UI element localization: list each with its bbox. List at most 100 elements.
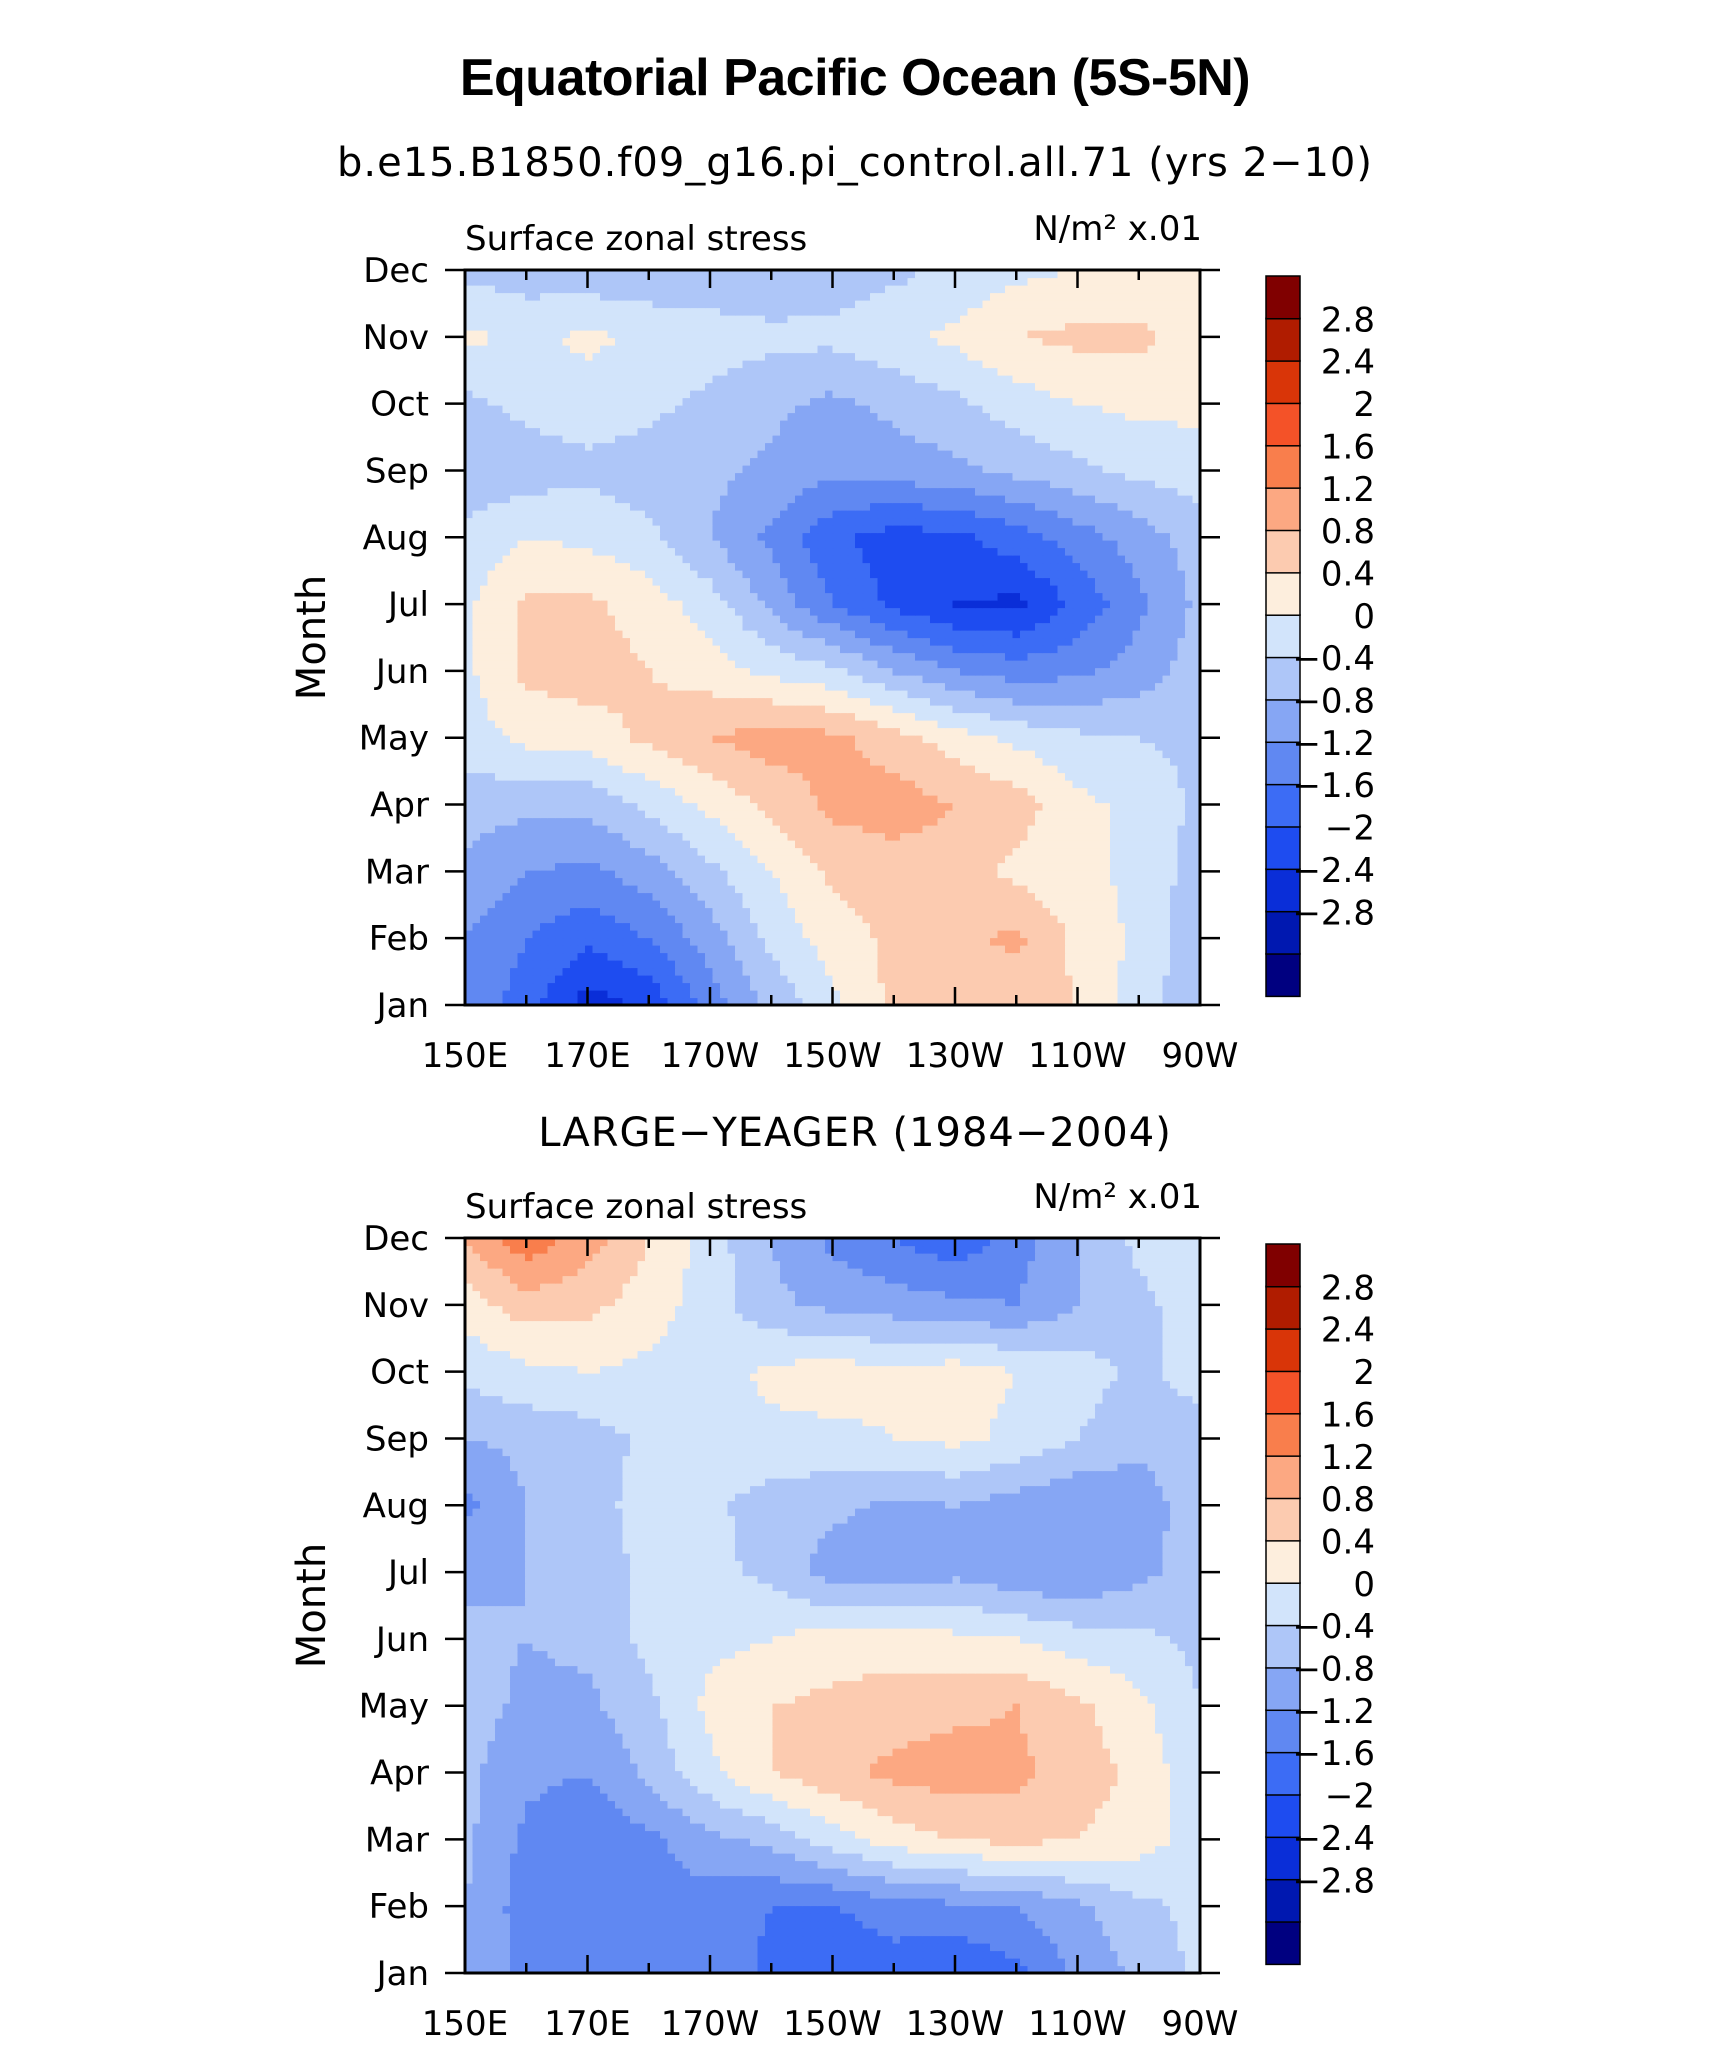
heatmap-cell: [742, 675, 751, 684]
heatmap-cell: [540, 855, 549, 864]
heatmap-cell: [1140, 930, 1149, 939]
heatmap-cell: [1110, 645, 1119, 654]
heatmap-cell: [562, 975, 571, 984]
heatmap-cell: [1177, 667, 1186, 676]
heatmap-cell: [825, 952, 834, 961]
heatmap-cell: [750, 855, 759, 864]
heatmap-cell: [630, 787, 639, 796]
heatmap-cell: [1170, 862, 1179, 871]
heatmap-cell: [945, 742, 954, 751]
heatmap-cell: [967, 667, 976, 676]
heatmap-cell: [952, 652, 961, 661]
heatmap-cell: [660, 877, 669, 886]
heatmap-cell: [1170, 915, 1179, 924]
heatmap-cell: [1170, 990, 1179, 999]
heatmap-cell: [832, 997, 841, 1006]
heatmap-cell: [780, 825, 789, 834]
heatmap-cell: [870, 952, 879, 961]
heatmap-cell: [997, 922, 1006, 931]
heatmap-cell: [600, 997, 609, 1006]
heatmap-cell: [1027, 637, 1036, 646]
heatmap-cell: [742, 720, 751, 729]
heatmap-cell: [1035, 802, 1044, 811]
heatmap-cell: [915, 832, 924, 841]
heatmap-cell: [1065, 735, 1074, 744]
heatmap-cell: [1185, 900, 1194, 909]
heatmap-cell: [997, 795, 1006, 804]
heatmap-cell: [1087, 787, 1096, 796]
heatmap-cell: [967, 810, 976, 819]
heatmap-cell: [645, 952, 654, 961]
heatmap-cell: [735, 780, 744, 789]
heatmap-cell: [757, 697, 766, 706]
heatmap-cell: [720, 637, 729, 646]
heatmap-cell: [675, 795, 684, 804]
heatmap-cell: [742, 862, 751, 871]
heatmap-cell: [675, 780, 684, 789]
heatmap-cell: [937, 975, 946, 984]
heatmap-cell: [487, 975, 496, 984]
heatmap-cell: [885, 877, 894, 886]
heatmap-cell: [682, 690, 691, 699]
heatmap-cell: [750, 690, 759, 699]
heatmap-cell: [502, 945, 511, 954]
heatmap-cell: [555, 660, 564, 669]
heatmap-cell: [967, 967, 976, 976]
heatmap-cell: [547, 825, 556, 834]
heatmap-cell: [1050, 885, 1059, 894]
heatmap-cell: [592, 862, 601, 871]
heatmap-cell: [607, 712, 616, 721]
heatmap-cell: [1057, 825, 1066, 834]
heatmap-cell: [690, 930, 699, 939]
heatmap-cell: [975, 697, 984, 706]
heatmap-cell: [1125, 652, 1134, 661]
heatmap-cell: [487, 675, 496, 684]
heatmap-cell: [630, 712, 639, 721]
heatmap-cell: [1117, 630, 1126, 639]
heatmap-cell: [532, 780, 541, 789]
heatmap-cell: [1012, 945, 1021, 954]
heatmap-cell: [547, 787, 556, 796]
heatmap-cell: [855, 652, 864, 661]
heatmap-cell: [637, 990, 646, 999]
heatmap-cell: [735, 990, 744, 999]
heatmap-cell: [697, 712, 706, 721]
heatmap-cell: [1170, 832, 1179, 841]
heatmap-cell: [712, 907, 721, 916]
heatmap-cell: [600, 982, 609, 991]
heatmap-cell: [525, 960, 534, 969]
heatmap-cell: [1147, 877, 1156, 886]
heatmap-cell: [697, 735, 706, 744]
heatmap-cell: [720, 877, 729, 886]
heatmap-cell: [1035, 645, 1044, 654]
heatmap-cell: [840, 930, 849, 939]
heatmap-cell: [1042, 952, 1051, 961]
heatmap-cell: [795, 907, 804, 916]
heatmap-cell: [1050, 937, 1059, 946]
heatmap-cell: [660, 652, 669, 661]
heatmap-cell: [1012, 862, 1021, 871]
heatmap-cell: [525, 922, 534, 931]
heatmap-cell: [667, 772, 676, 781]
heatmap-cell: [517, 645, 526, 654]
heatmap-cell: [667, 967, 676, 976]
heatmap-cell: [705, 765, 714, 774]
heatmap-cell: [570, 735, 579, 744]
heatmap-cell: [1192, 727, 1201, 736]
heatmap-cell: [667, 765, 676, 774]
heatmap-cell: [1147, 997, 1156, 1006]
heatmap-cell: [840, 877, 849, 886]
heatmap-cell: [900, 742, 909, 751]
heatmap-cell: [1020, 825, 1029, 834]
heatmap-cell: [862, 982, 871, 991]
heatmap-cell: [1192, 922, 1201, 931]
heatmap-cell: [517, 915, 526, 924]
heatmap-cell: [1095, 997, 1104, 1006]
heatmap-cell: [465, 967, 474, 976]
heatmap-cell: [1012, 960, 1021, 969]
heatmap-cell: [892, 690, 901, 699]
heatmap-cell: [1012, 682, 1021, 691]
heatmap-cell: [802, 975, 811, 984]
heatmap-cell: [1155, 757, 1164, 766]
heatmap-cell: [1080, 975, 1089, 984]
